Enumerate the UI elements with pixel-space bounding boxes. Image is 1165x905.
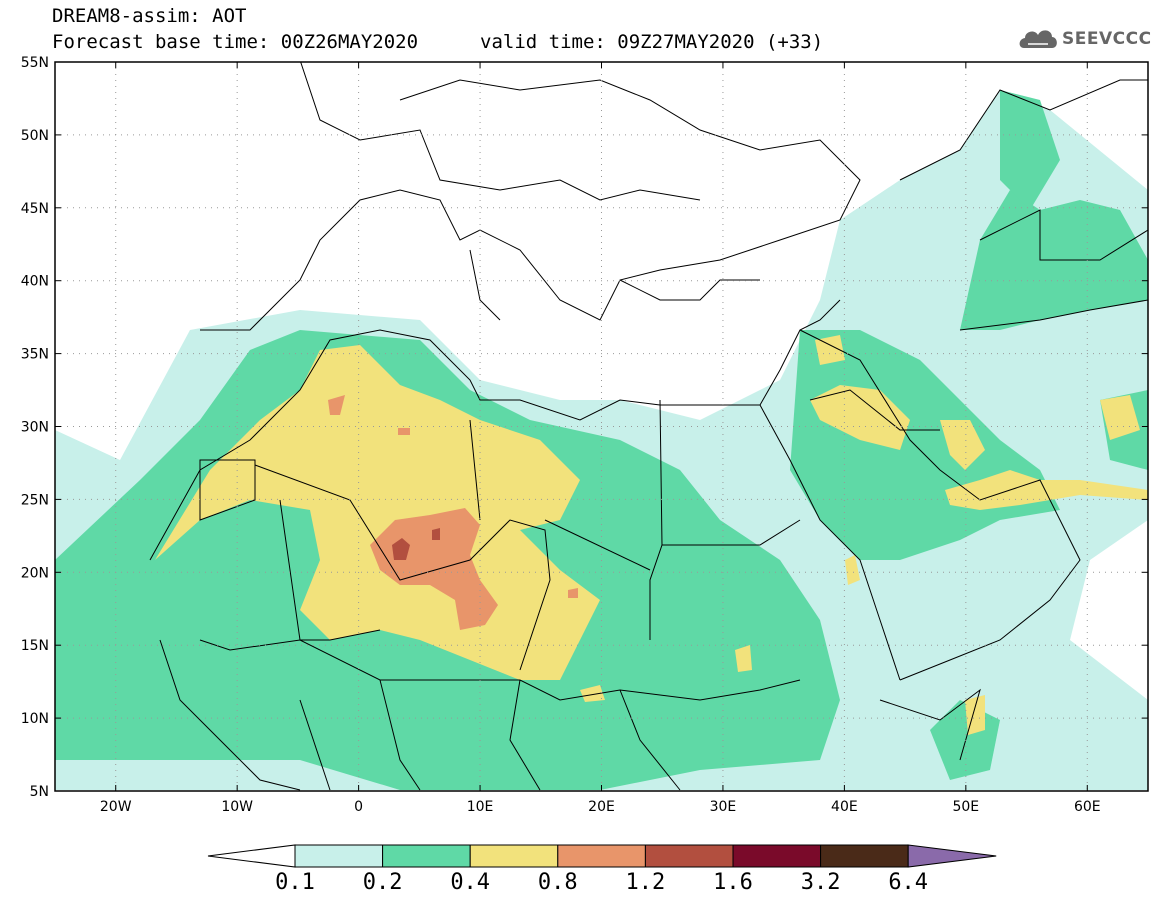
colorbar-bin — [820, 844, 909, 868]
colorbar-label: 0.8 — [537, 870, 578, 895]
colorbar-bin — [382, 844, 471, 868]
colorbar-label: 0.1 — [275, 870, 315, 895]
lon-tick-label: 40E — [831, 799, 858, 815]
colorbar-label: 0.4 — [450, 870, 491, 895]
lon-tick-label: 60E — [1074, 799, 1101, 815]
lat-tick-label: 15N — [21, 638, 49, 654]
colorbar-label: 3.2 — [800, 870, 841, 895]
lon-tick-label: 10E — [467, 799, 494, 815]
colorbar-right-arrow — [907, 844, 997, 868]
colorbar-bin — [557, 844, 646, 868]
lat-tick-label: 10N — [21, 711, 49, 727]
colorbar — [207, 844, 997, 868]
colorbar-bin — [469, 844, 559, 868]
colorbar-label: 1.2 — [625, 870, 666, 895]
colorbar-label: 1.6 — [713, 870, 753, 895]
lon-tick-label: 10W — [221, 799, 253, 815]
lat-tick-label: 25N — [21, 492, 49, 508]
lon-tick-label: 20W — [100, 799, 132, 815]
lat-tick-label: 45N — [21, 201, 49, 217]
cloud-icon — [1019, 30, 1057, 48]
colorbar-bin — [294, 844, 384, 868]
lat-tick-label: 20N — [21, 565, 49, 581]
lon-tick-label: 50E — [952, 799, 979, 815]
colorbar-left-arrow — [207, 844, 296, 868]
lat-tick-label: 5N — [30, 784, 49, 800]
colorbar-bin — [644, 844, 734, 868]
map-title: DREAM8-assim: AOT — [52, 5, 247, 27]
lat-tick-label: 40N — [21, 274, 49, 290]
lat-tick-label: 35N — [21, 347, 49, 363]
lat-tick-label: 30N — [21, 420, 49, 436]
valid-time: valid time: 09Z27MAY2020 (+33) — [480, 31, 824, 53]
colorbar-label: 0.2 — [362, 870, 403, 895]
colorbar-label: 6.4 — [888, 870, 929, 895]
lat-tick-label: 55N — [21, 55, 49, 71]
lon-tick-label: 0 — [354, 799, 363, 815]
logo-text: SEEVCCC — [1062, 29, 1152, 49]
base-time: Forecast base time: 00Z26MAY2020 — [52, 31, 419, 53]
lon-tick-label: 30E — [710, 799, 737, 815]
lat-tick-label: 50N — [21, 128, 49, 144]
colorbar-bin — [732, 844, 822, 868]
lon-tick-label: 20E — [588, 799, 615, 815]
